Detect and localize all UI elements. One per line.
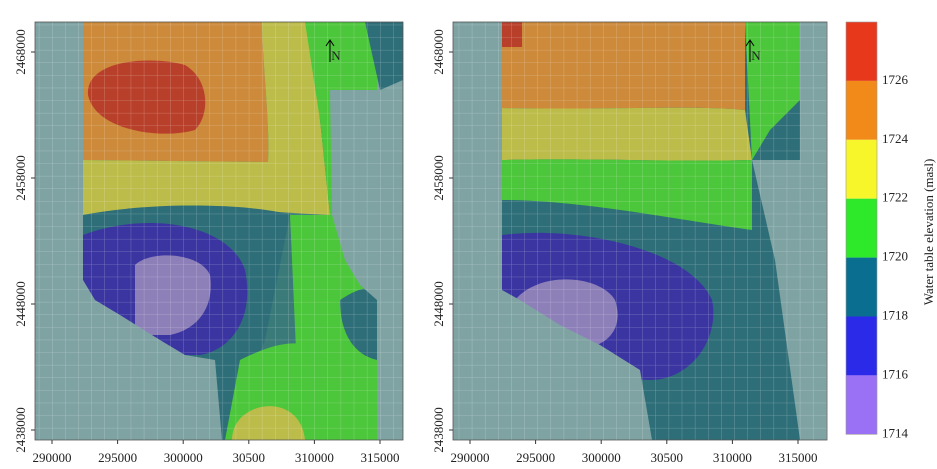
x-tick-label: 315000	[779, 450, 818, 465]
x-tick-label: 310000	[713, 450, 752, 465]
legend-swatch	[846, 80, 877, 140]
x-tick-label: 290000	[451, 450, 490, 465]
x-tick-label: 295000	[516, 450, 555, 465]
legend-swatch	[846, 198, 877, 258]
legend-label: 1720	[882, 249, 908, 264]
legend-title: Water table elevation (masl)	[921, 159, 936, 306]
legend-label: 1716	[882, 366, 909, 381]
map-frame	[452, 21, 828, 441]
y-tick-label: 2448000	[431, 281, 446, 327]
legend-swatch	[846, 375, 877, 435]
legend-label: 1722	[882, 190, 908, 205]
north-label: N	[751, 48, 761, 63]
map-frame	[34, 21, 404, 441]
legend-swatch	[846, 139, 877, 199]
legend-swatch	[846, 257, 877, 317]
x-tick-label: 295000	[98, 450, 137, 465]
north-arrow	[325, 39, 335, 62]
x-tick-label: 30500	[651, 450, 684, 465]
x-tick-label: 300000	[582, 450, 621, 465]
legend-swatch	[846, 316, 877, 376]
map-left	[35, 22, 403, 440]
legend-label: 1718	[882, 307, 908, 322]
y-tick-label: 2458000	[431, 155, 446, 201]
map-right	[453, 22, 827, 440]
x-tick-label: 290000	[33, 450, 72, 465]
y-tick-label: 2448000	[13, 281, 28, 327]
x-tick-label: 315000	[361, 450, 400, 465]
y-tick-label: 2468000	[13, 29, 28, 75]
north-label: N	[331, 48, 341, 63]
legend-label: 1726	[882, 72, 909, 87]
legend-label: 1724	[882, 131, 909, 146]
y-tick-label: 2438000	[431, 407, 446, 453]
y-tick-label: 2438000	[13, 407, 28, 453]
x-tick-label: 30500	[233, 450, 266, 465]
x-tick-label: 310000	[295, 450, 334, 465]
legend-frame	[845, 21, 878, 435]
y-tick-label: 2458000	[13, 155, 28, 201]
x-tick-label: 300000	[164, 450, 203, 465]
legend-swatch	[846, 22, 877, 81]
legend-label: 1714	[882, 425, 909, 440]
y-tick-label: 2468000	[431, 29, 446, 75]
north-arrow	[745, 39, 755, 62]
